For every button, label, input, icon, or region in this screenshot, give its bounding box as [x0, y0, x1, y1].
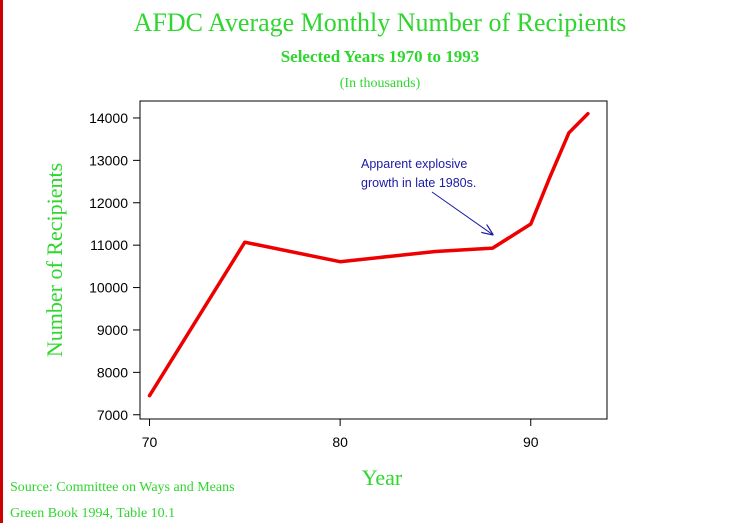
annotation-arrow — [431, 191, 493, 235]
chart-subtitle: Selected Years 1970 to 1993 — [280, 47, 480, 66]
y-axis: 7000 8000 9000 10000 11000 12000 13000 14000 — [89, 110, 140, 423]
y-tick-label: 13000 — [89, 152, 128, 168]
y-tick-label: 14000 — [89, 110, 128, 126]
unit-note: (In thousands) — [339, 76, 421, 91]
source-line-1: Source: Committee on Ways and Means — [10, 480, 235, 495]
y-tick-label: 8000 — [97, 364, 128, 380]
x-tick-label: 90 — [523, 434, 539, 450]
series-group — [147, 111, 590, 398]
left-border — [0, 0, 3, 523]
y-tick-label: 12000 — [89, 195, 128, 211]
plot-frame — [139, 100, 608, 420]
y-tick-label: 11000 — [90, 237, 128, 253]
annotation-line-1: Apparent explosive — [361, 157, 467, 171]
x-axis-title: Year — [362, 465, 403, 490]
series-line — [147, 111, 590, 398]
x-tick-label: 80 — [332, 434, 348, 450]
y-tick-label: 10000 — [89, 280, 128, 296]
x-tick-label: 70 — [142, 434, 158, 450]
x-axis: 70 80 90 — [142, 419, 539, 450]
y-tick-label: 9000 — [97, 322, 128, 338]
annotation-line-2: growth in late 1980s. — [361, 176, 476, 190]
source-line-2: Green Book 1994, Table 10.1 — [10, 506, 176, 521]
chart-title: AFDC Average Monthly Number of Recipient… — [133, 8, 627, 37]
y-tick-label: 7000 — [97, 407, 128, 423]
annotation-group: Apparent explosive growth in late 1980s. — [361, 157, 493, 235]
y-axis-title: Number of Recipients — [42, 163, 67, 357]
